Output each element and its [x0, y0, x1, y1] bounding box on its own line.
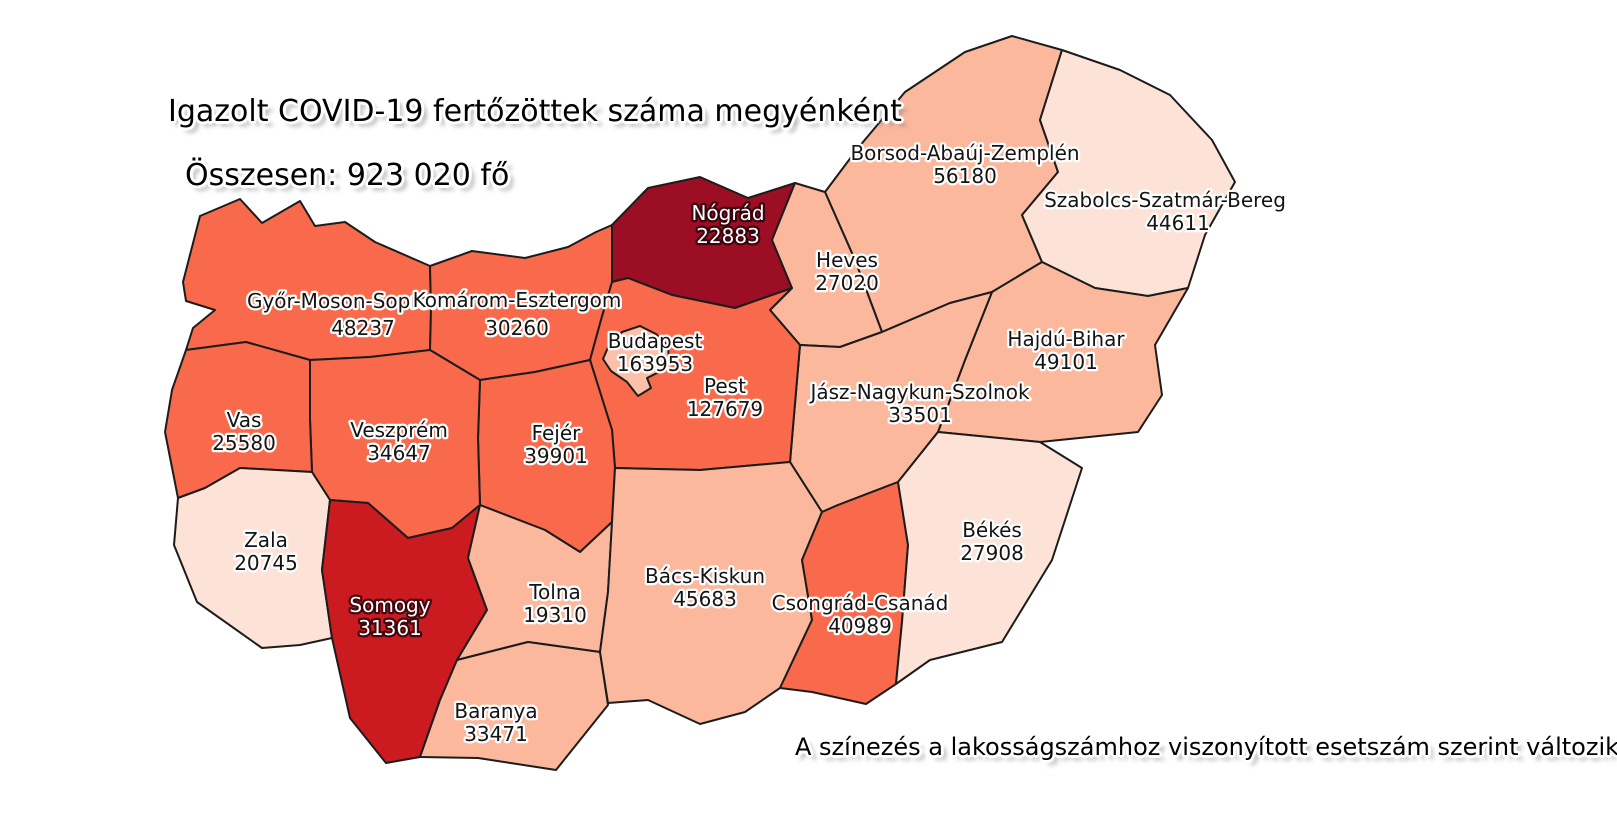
county-name-csongrad-csanad: Csongrád-Csanád [772, 591, 949, 615]
county-value-komarom-esztergom: 30260 [485, 316, 549, 340]
county-name-komarom-esztergom: Komárom-Esztergom [413, 288, 622, 312]
county-name-fejer: Fejér [532, 421, 582, 445]
county-name-baranya: Baranya [454, 699, 537, 723]
county-value-somogy: 31361 [358, 616, 422, 640]
county-name-hajdu-bihar: Hajdú-Bihar [1007, 327, 1125, 351]
county-name-bacs-kiskun: Bács-Kiskun [645, 564, 765, 588]
county-value-vas: 25580 [212, 431, 276, 455]
county-name-veszprem: Veszprém [350, 418, 448, 442]
county-value-budapest: 163953 [617, 352, 693, 376]
county-bacs-kiskun [599, 461, 823, 725]
county-value-veszprem: 34647 [367, 441, 431, 465]
county-name-jasz-nagykun-szolnok: Jász-Nagykun-Szolnok [808, 380, 1029, 404]
county-name-tolna: Tolna [528, 580, 581, 604]
county-value-szabolcs-szatmar-bereg: 44611 [1146, 211, 1210, 235]
county-name-szabolcs-szatmar-bereg: Szabolcs-Szatmár-Bereg [1044, 188, 1286, 212]
map-title: Igazolt COVID-19 fertőzöttek száma megyé… [168, 94, 902, 129]
county-value-csongrad-csanad: 40989 [828, 614, 892, 638]
county-name-bekes: Békés [962, 518, 1022, 542]
county-bekes [895, 431, 1083, 685]
county-name-pest: Pest [704, 374, 746, 398]
county-baranya [419, 641, 609, 771]
county-value-zala: 20745 [234, 551, 298, 575]
county-name-gyor-moson-sopron: Győr-Moson-Sopron [247, 289, 443, 313]
total-cases-text: Összesen: 923 020 fő [185, 158, 510, 193]
county-value-baranya: 33471 [464, 722, 528, 746]
county-value-heves: 27020 [815, 271, 879, 295]
county-name-zala: Zala [244, 528, 288, 552]
county-name-nograd: Nógrád [691, 201, 764, 225]
county-value-hajdu-bihar: 49101 [1034, 350, 1098, 374]
county-budapest [602, 325, 670, 397]
county-value-fejer: 39901 [524, 444, 588, 468]
county-value-gyor-moson-sopron: 48237 [331, 316, 395, 340]
county-value-bekes: 27908 [960, 541, 1024, 565]
county-value-borsod-abauj-zemplen: 56180 [933, 164, 997, 188]
county-name-budapest: Budapest [608, 329, 703, 353]
county-value-pest: 127679 [687, 397, 763, 421]
county-value-tolna: 19310 [523, 603, 587, 627]
county-name-borsod-abauj-zemplen: Borsod-Abaúj-Zemplén [850, 141, 1079, 165]
county-name-vas: Vas [227, 408, 262, 432]
county-csongrad-csanad [779, 481, 909, 705]
color-note: A színezés a lakosságszámhoz viszonyítot… [795, 733, 1617, 761]
county-value-nograd: 22883 [696, 224, 760, 248]
county-name-heves: Heves [816, 248, 878, 272]
county-value-bacs-kiskun: 45683 [673, 587, 737, 611]
county-value-jasz-nagykun-szolnok: 33501 [888, 403, 952, 427]
county-name-somogy: Somogy [349, 593, 430, 617]
